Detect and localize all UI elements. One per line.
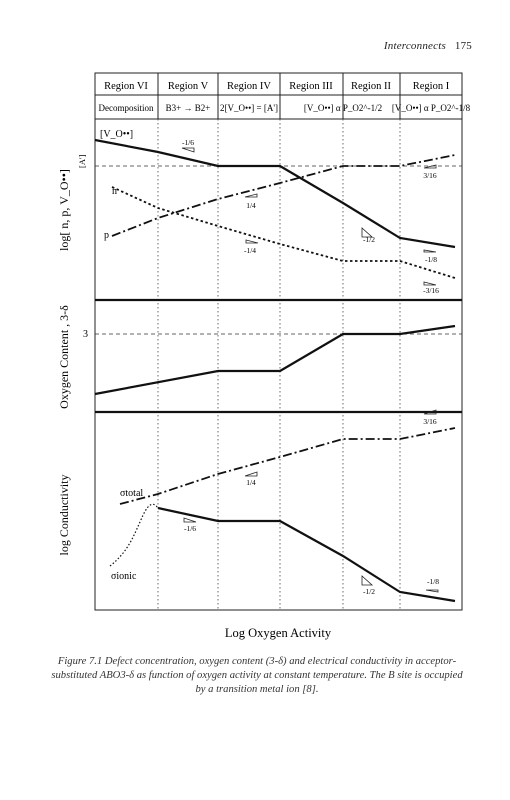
running-title: Interconnects (383, 40, 446, 52)
caption-label: Figure 7.1 (57, 656, 103, 667)
total-conductivity-label: σtotal (120, 488, 143, 499)
region-condition: [V_O••] α P_O2^-1/2 (304, 103, 382, 113)
region-label: Region VI (104, 81, 148, 92)
slope-label: -1/6 (184, 524, 196, 533)
page-header: Interconnects 175 (384, 40, 472, 52)
page-number: 175 (454, 40, 472, 52)
region-condition: [V_O••] α P_O2^-1/8 (392, 103, 471, 113)
slope-label: 3/16 (423, 171, 437, 180)
region-label: Region V (168, 81, 209, 92)
y-axis-label-concentration: log[ n, p, V_O••] (57, 169, 71, 251)
slope-label: 1/4 (246, 201, 256, 210)
caption-text: Defect concentration, oxygen content (3-… (51, 656, 463, 695)
slope-label: 3/16 (423, 417, 437, 426)
acceptor-label: [A'] (77, 154, 87, 168)
region-label: Region III (289, 81, 333, 92)
slope-label: 1/4 (246, 478, 256, 487)
vacancy-label: [V_O••] (100, 129, 133, 140)
ionic-conductivity-curve (157, 506, 456, 603)
slope-label: -1/8 (427, 577, 439, 586)
region-condition: B3+ → B2+ (166, 103, 211, 113)
ionic-conductivity-decomposition-curve (109, 503, 159, 567)
oxygen-content-curve (94, 324, 456, 396)
figure-caption: Figure 7.1 Defect concentration, oxygen … (48, 655, 466, 697)
hole-label: p (104, 230, 109, 241)
x-axis-label: Log Oxygen Activity (225, 626, 332, 640)
electron-label: n (112, 186, 117, 197)
region-boundaries (157, 119, 401, 610)
region-condition: 2[V_O••] = [A'] (220, 103, 278, 113)
total-conductivity-curve (119, 427, 456, 505)
region-condition: Decomposition (99, 103, 154, 113)
slope-label: -3/16 (423, 286, 439, 295)
slope-triangles (181, 147, 437, 286)
slope-label: -1/2 (363, 587, 375, 596)
vacancy-concentration-curve (94, 138, 456, 249)
oxygen-tick-label: 3 (83, 329, 88, 340)
slope-label: -1/4 (244, 246, 256, 255)
slope-label: -1/2 (363, 235, 375, 244)
region-header-separators (157, 73, 401, 119)
y-axis-label-conductivity: log Conductivity (57, 475, 71, 556)
slope-label: -1/6 (182, 138, 194, 147)
hole-concentration-curve (111, 154, 456, 237)
figure-frame (94, 72, 463, 611)
slope-label: -1/8 (425, 255, 437, 264)
region-label: Region II (351, 81, 391, 92)
ionic-conductivity-label: σionic (111, 571, 137, 582)
y-axis-label-oxygen: Oxygen Content , 3-δ (57, 305, 71, 409)
region-label: Region IV (227, 81, 271, 92)
region-label: Region I (413, 81, 450, 92)
electron-concentration-curve (111, 186, 456, 279)
slope-triangles (183, 409, 439, 593)
